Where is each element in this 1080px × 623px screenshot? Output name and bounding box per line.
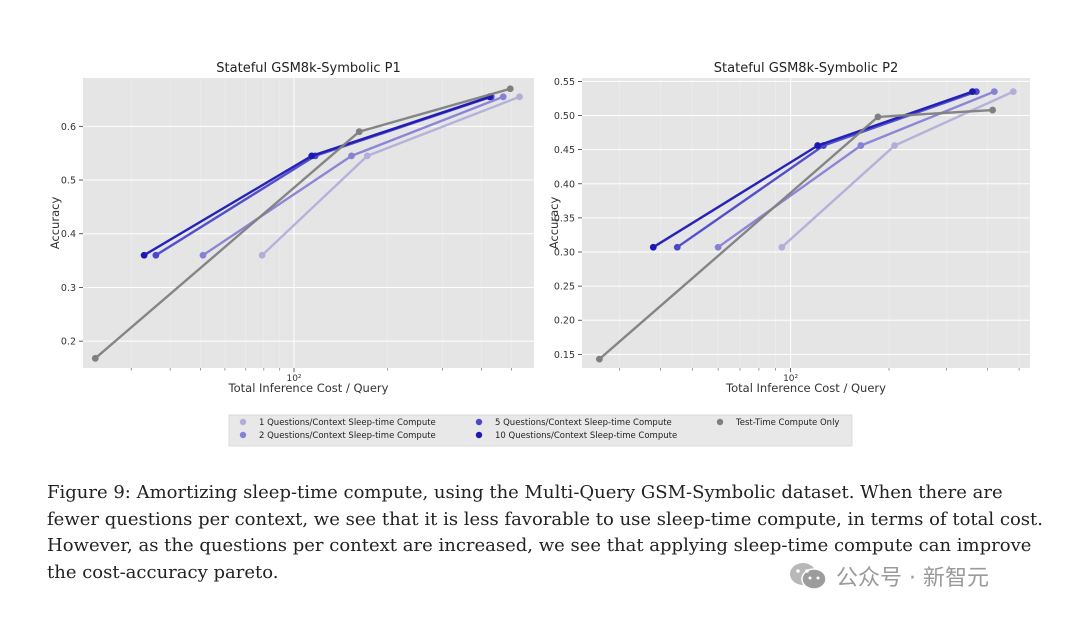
legend-item: 1 Questions/Context Sleep-time Compute <box>239 418 436 428</box>
plot-area <box>582 78 1030 368</box>
data-point <box>990 88 998 96</box>
legend-marker <box>239 418 247 426</box>
data-point <box>814 142 822 149</box>
legend-box <box>228 414 853 447</box>
plot-area <box>83 78 534 368</box>
data-point <box>506 85 514 93</box>
x-tick-label: 10² <box>783 374 798 384</box>
legend-marker <box>716 418 724 426</box>
legend-label: 2 Questions/Context Sleep-time Compute <box>259 431 436 441</box>
data-point <box>673 243 681 251</box>
x-axis-label: Total Inference Cost / Query <box>725 381 886 395</box>
y-tick-label: 0.30 <box>554 248 575 259</box>
data-point <box>258 251 266 259</box>
data-point <box>355 128 363 136</box>
legend-label: 10 Questions/Context Sleep-time Compute <box>495 431 677 441</box>
y-tick-label: 0.2 <box>61 337 76 348</box>
y-tick-label: 0.6 <box>61 122 76 133</box>
series-s1 <box>778 88 1017 251</box>
legend-marker <box>475 418 483 426</box>
y-tick-label: 0.45 <box>554 145 575 156</box>
x-tick-label: 10² <box>286 374 301 384</box>
legend-item: 5 Questions/Context Sleep-time Compute <box>475 418 672 428</box>
data-point <box>969 88 976 96</box>
data-point <box>874 113 882 121</box>
series-test <box>91 85 514 362</box>
data-point <box>1009 88 1017 96</box>
data-point <box>140 251 148 259</box>
data-point <box>714 243 722 251</box>
legend-label: Test-Time Compute Only <box>735 418 839 428</box>
chart-title: Stateful GSM8k-Symbolic P1 <box>216 61 400 76</box>
legend-label: 1 Questions/Context Sleep-time Compute <box>259 418 436 428</box>
y-axis-label: Accuracy <box>48 197 62 250</box>
chart-1: 10² 0.2 0.3 0.4 0.5 0.6 Stateful GSM8k-Symboli… <box>48 61 534 395</box>
legend-label: 5 Questions/Context Sleep-time Compute <box>495 418 672 428</box>
y-tick-label: 0.50 <box>554 111 575 122</box>
data-point <box>348 152 355 160</box>
y-tick-label: 0.25 <box>554 282 575 293</box>
chart-title: Stateful GSM8k-Symbolic P2 <box>714 61 898 76</box>
series-s10 <box>649 88 976 251</box>
data-point <box>91 354 99 362</box>
series-test <box>596 106 997 363</box>
legend-item: 10 Questions/Context Sleep-time Compute <box>475 431 677 441</box>
wechat-icon <box>790 563 827 590</box>
data-point <box>778 243 786 251</box>
legend-item: 2 Questions/Context Sleep-time Compute <box>239 431 436 441</box>
chart-2: 10² 0.15 0.20 0.25 0.30 0.35 0.40 0.45 0.50 0.55 S… <box>547 61 1030 395</box>
data-point <box>649 243 657 251</box>
figure: 10² 0.2 0.3 0.4 0.5 0.6 Stateful GSM8k-Symboli… <box>48 61 1030 447</box>
legend-marker <box>239 431 247 439</box>
watermark: 公众号 · 新智元 <box>788 560 989 592</box>
y-tick-label: 0.4 <box>61 229 76 240</box>
data-point <box>363 152 371 160</box>
y-tick-label: 0.5 <box>61 176 76 187</box>
data-point <box>891 142 898 149</box>
data-point <box>199 251 207 259</box>
y-tick-label: 0.55 <box>554 77 575 88</box>
data-point <box>152 251 160 259</box>
data-point <box>308 152 316 160</box>
y-tick-label: 0.40 <box>554 179 575 190</box>
y-tick-label: 0.35 <box>554 213 575 224</box>
figure-caption: Figure 9: Amortizing sleep-time compute,… <box>47 482 1043 583</box>
data-point <box>516 93 523 101</box>
legend: 1 Questions/Context Sleep-time Compute 2 … <box>228 414 853 447</box>
legend-marker <box>475 431 483 439</box>
watermark-text: 公众号 · 新智元 <box>836 566 989 591</box>
data-point <box>596 355 603 363</box>
data-point <box>499 93 507 101</box>
series-s1 <box>258 93 523 259</box>
legend-item: Test-Time Compute Only <box>716 418 839 428</box>
x-axis-label: Total Inference Cost / Query <box>228 381 389 395</box>
y-tick-label: 0.20 <box>554 316 575 327</box>
data-point <box>857 142 865 149</box>
y-tick-label: 0.3 <box>61 283 76 294</box>
data-point <box>989 106 997 114</box>
y-tick-label: 0.15 <box>554 350 575 361</box>
y-axis-label: Accuracy <box>547 197 561 250</box>
